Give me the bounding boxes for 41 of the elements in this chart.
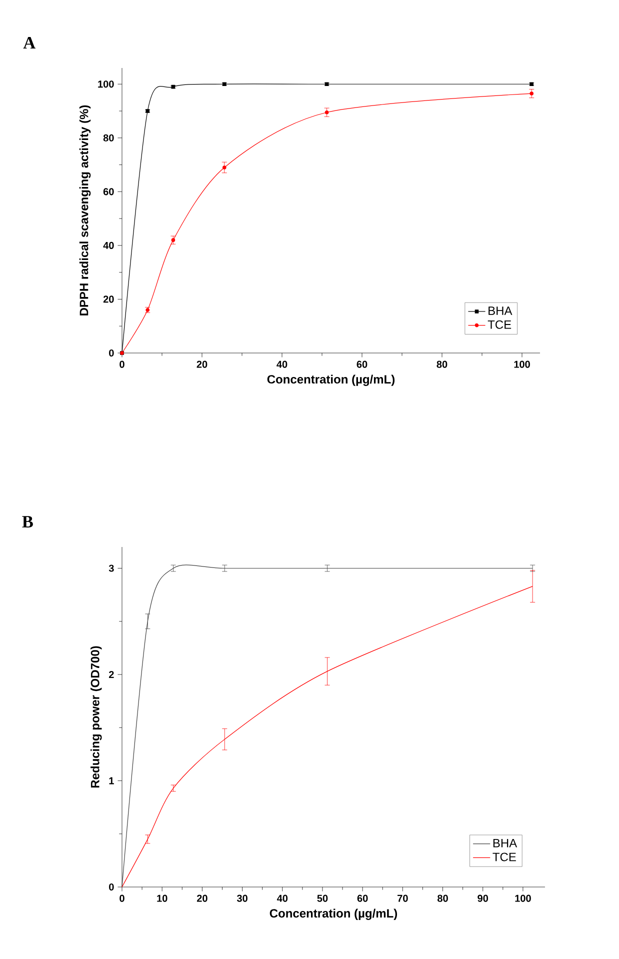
- point: [324, 110, 329, 114]
- legend-label: TCE: [488, 320, 512, 329]
- point: [530, 92, 534, 96]
- x-axis-title: Concentration (µg/mL): [267, 374, 395, 386]
- legend-label: BHA: [488, 306, 512, 315]
- x-tick-label: 70: [398, 894, 408, 902]
- chart-title: B: [22, 516, 33, 528]
- legend-label: TCE: [492, 852, 516, 862]
- y-tick-label: 1: [109, 777, 114, 784]
- x-axis-title: Concentration (µg/mL): [270, 908, 398, 920]
- x-tick-label: 30: [236, 894, 248, 902]
- point: [171, 238, 176, 242]
- y-tick-label: 60: [103, 188, 114, 196]
- y-tick-label: 0: [109, 883, 114, 891]
- x-tick-label: 100: [515, 894, 531, 902]
- chart-title: A: [23, 37, 36, 48]
- x-tick-label: 40: [276, 894, 288, 902]
- point: [222, 166, 226, 170]
- x-tick-label: 90: [478, 894, 488, 902]
- legend-label: BHA: [493, 838, 518, 848]
- x-tick-label: 60: [356, 360, 368, 368]
- x-tick-label: 100: [514, 360, 530, 368]
- x-tick-label: 0: [120, 360, 124, 368]
- x-tick-label: 80: [436, 360, 448, 368]
- y-axis-title: Reducing power (OD700): [90, 646, 102, 788]
- y-tick-label: 3: [108, 564, 114, 572]
- x-tick-label: 20: [196, 360, 208, 368]
- x-tick-label: 10: [157, 894, 168, 902]
- x-tick-label: 80: [438, 894, 448, 902]
- x-tick-label: 20: [196, 894, 208, 902]
- x-tick-label: 60: [357, 894, 368, 902]
- y-tick-label: 40: [103, 242, 114, 249]
- y-tick-label: 80: [103, 134, 114, 142]
- x-tick-label: 50: [317, 894, 328, 902]
- y-tick-label: 100: [98, 80, 114, 88]
- y-axis-title: DPPH radical scavenging activity (%): [79, 105, 91, 316]
- y-tick-label: 0: [109, 349, 114, 357]
- x-tick-label: 0: [120, 894, 124, 902]
- y-tick-label: 2: [108, 671, 114, 678]
- x-tick-label: 40: [276, 360, 288, 368]
- y-tick-label: 20: [103, 296, 114, 303]
